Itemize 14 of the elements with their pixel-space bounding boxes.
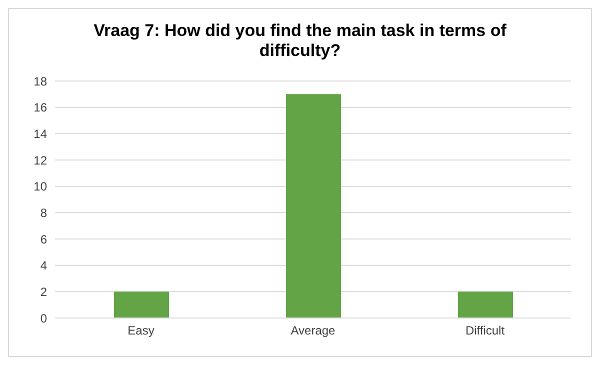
x-tick-label: Easy — [128, 324, 154, 338]
y-tick-label: 12 — [34, 153, 48, 168]
y-tick-label: 2 — [40, 284, 48, 299]
x-tick-label: Difficult — [465, 324, 506, 338]
y-tick-label: 0 — [40, 311, 48, 326]
chart-title: Vraag 7: How did you find the main task in terms of difficulty? — [92, 21, 508, 61]
y-tick-label: 16 — [34, 100, 48, 115]
y-tick-label: 10 — [34, 180, 48, 194]
y-tick-label: 18 — [34, 74, 48, 88]
y-tick-label: 14 — [34, 126, 48, 141]
x-tick-label: Average — [290, 324, 336, 338]
y-tick-label: 4 — [40, 258, 48, 273]
y-tick-label: 8 — [40, 206, 48, 220]
y-tick-label: 6 — [40, 232, 48, 246]
